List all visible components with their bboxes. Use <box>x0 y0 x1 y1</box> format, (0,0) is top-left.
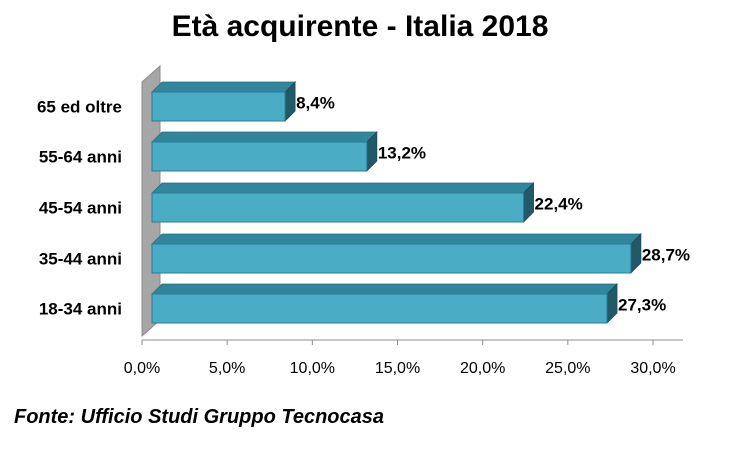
bar <box>151 233 642 274</box>
x-axis <box>141 339 683 345</box>
chart-title: Età acquirente - Italia 2018 <box>171 10 549 43</box>
value-label: 22,4% <box>535 195 583 214</box>
bar-front-face <box>151 141 368 172</box>
bar <box>151 182 535 223</box>
bar-front-face <box>151 243 632 274</box>
x-tick-label: 25,0% <box>545 360 590 377</box>
bar-front-face <box>151 192 525 223</box>
bar-top-face <box>151 131 378 143</box>
category-label: 65 ed oltre <box>37 98 122 117</box>
tick-labels: 0,0% 5,0% 10,0% 15,0% 20,0% 25,0% 30,0% <box>124 360 676 377</box>
x-tick-label: 20,0% <box>460 360 505 377</box>
bar-top-face <box>151 233 642 245</box>
bar <box>151 81 297 122</box>
bar-top-face <box>151 81 297 93</box>
value-label: 28,7% <box>642 246 690 265</box>
bar-front-face <box>151 91 286 122</box>
x-tick-label: 5,0% <box>209 360 245 377</box>
bar-front-face <box>151 293 608 324</box>
category-label: 45-54 anni <box>39 199 122 218</box>
category-label: 55-64 anni <box>39 148 122 167</box>
category-label: 18-34 anni <box>39 300 122 319</box>
value-label: 13,2% <box>378 144 426 163</box>
category-labels: 65 ed oltre 55-64 anni 45-54 anni 35-44 ann… <box>37 98 122 319</box>
bar <box>151 283 618 324</box>
category-label: 35-44 anni <box>39 250 122 269</box>
bars <box>151 81 642 324</box>
value-label: 27,3% <box>618 296 666 315</box>
bar <box>151 131 378 172</box>
value-label: 8,4% <box>296 94 335 113</box>
bar-top-face <box>151 182 535 194</box>
bar-top-face <box>151 283 618 295</box>
source-note: Fonte: Ufficio Studi Gruppo Tecnocasa <box>14 406 385 428</box>
x-tick-label: 10,0% <box>290 360 335 377</box>
x-tick-label: 0,0% <box>124 360 160 377</box>
value-labels: 8,4% 13,2% 22,4% 28,7% 27,3% <box>296 94 690 315</box>
x-tick-label: 15,0% <box>375 360 420 377</box>
x-tick-label: 30,0% <box>630 360 675 377</box>
